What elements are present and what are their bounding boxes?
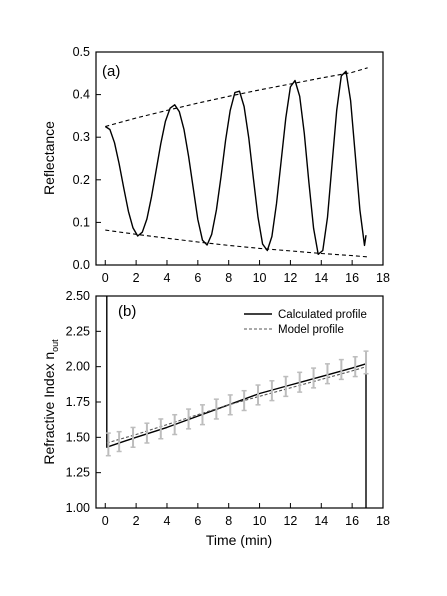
panel-a-xtick-label: 10 bbox=[253, 271, 267, 285]
panel-a-xtick-label: 4 bbox=[164, 271, 171, 285]
legend-label-model: Model profile bbox=[278, 324, 344, 336]
panel-b-xtick-label: 18 bbox=[376, 514, 390, 528]
panel-b-series-line-1 bbox=[106, 366, 367, 444]
panel-a-frame bbox=[95, 51, 384, 266]
panel-b-ylabel: Refractive Index nout bbox=[41, 339, 60, 465]
panel-a-xtick-label: 12 bbox=[283, 271, 297, 285]
panel-a: (a) Reflectance 0 2 4 6 8 10 12 14 16 18 0.00.10.… bbox=[41, 45, 390, 285]
panel-a-ytick-label: 0.2 bbox=[73, 173, 90, 187]
legend-label-calculated: Calculated profile bbox=[278, 309, 367, 321]
panel-a-ytick-label: 0.0 bbox=[73, 258, 90, 272]
panel-a-xtick-label: 18 bbox=[376, 271, 390, 285]
panel-b-ylabel-main: Refractive Index n bbox=[41, 352, 57, 465]
panel-a-xtick-label: 2 bbox=[133, 271, 140, 285]
panel-b-xlabel: Time (min) bbox=[206, 532, 272, 548]
panel-b-label: (b) bbox=[118, 303, 136, 320]
panel-b-xtick-label: 4 bbox=[164, 514, 171, 528]
panel-a-series-line-0 bbox=[104, 70, 367, 255]
panel-b-series bbox=[105, 296, 369, 508]
panel-b-ytick-label: 1.00 bbox=[66, 501, 90, 515]
panel-a-xtick-label: 14 bbox=[314, 271, 328, 285]
panel-a-xticks: 0 2 4 6 8 10 12 14 16 18 bbox=[102, 260, 390, 285]
panel-a-xtick-label: 6 bbox=[194, 271, 201, 285]
panel-b-xtick-label: 10 bbox=[253, 514, 267, 528]
panel-a-series-line-1 bbox=[105, 67, 368, 128]
panel-a-ylabel: Reflectance bbox=[41, 121, 57, 195]
panel-b-ytick-label: 1.75 bbox=[66, 395, 90, 409]
panel-b-ylabel-sub: out bbox=[50, 339, 60, 352]
panel-b-xtick-label: 0 bbox=[102, 514, 109, 528]
panel-b-yticks: 1.00 1.25 1.50 1.75 2.00 2.25 2.50 bbox=[66, 289, 101, 515]
panel-a-series bbox=[104, 67, 368, 258]
panel-b-ytick-label: 2.50 bbox=[66, 289, 90, 303]
panel-a-xtick-label: 16 bbox=[345, 271, 359, 285]
legend: Calculated profile Model profile bbox=[244, 309, 367, 336]
panel-b-xtick-label: 16 bbox=[345, 514, 359, 528]
panel-a-xtick-label: 0 bbox=[102, 271, 109, 285]
panel-b-xticks: 0 2 4 6 8 10 12 14 16 18 bbox=[102, 503, 390, 528]
panel-b-xtick-label: 8 bbox=[225, 514, 232, 528]
panel-b-ytick-label: 2.00 bbox=[66, 360, 90, 374]
panel-a-xtick-label: 8 bbox=[225, 271, 232, 285]
panel-b: (b) Refractive Index nout Time (min) 0 2 4… bbox=[41, 289, 390, 548]
panel-b-ytick-label: 1.50 bbox=[66, 430, 90, 444]
panel-a-ytick-label: 0.5 bbox=[73, 45, 90, 59]
panel-a-label: (a) bbox=[102, 63, 120, 80]
panel-a-ytick-label: 0.3 bbox=[73, 130, 90, 144]
panel-a-series-line-2 bbox=[105, 229, 368, 258]
panel-b-xtick-label: 6 bbox=[194, 514, 201, 528]
panel-a-ytick-label: 0.4 bbox=[73, 88, 90, 102]
panel-b-xtick-label: 14 bbox=[314, 514, 328, 528]
panel-b-ytick-label: 1.25 bbox=[66, 466, 90, 480]
panel-a-ytick-label: 0.1 bbox=[73, 215, 90, 229]
panel-a-yticks: 0.0 0.1 0.2 0.3 0.4 0.5 bbox=[73, 45, 101, 272]
panel-b-ytick-label: 2.25 bbox=[66, 324, 90, 338]
panel-b-xtick-label: 2 bbox=[133, 514, 140, 528]
panel-b-xtick-label: 12 bbox=[283, 514, 297, 528]
